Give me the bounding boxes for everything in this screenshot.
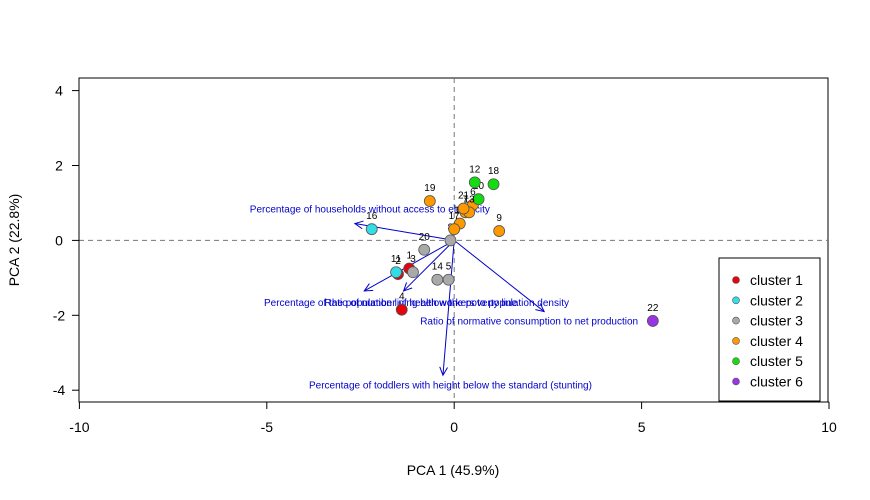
point-label: 20 bbox=[419, 232, 431, 243]
loading-arrowhead bbox=[535, 303, 546, 313]
loading-arrow bbox=[442, 240, 455, 376]
y-tick-label: 2 bbox=[55, 158, 63, 174]
x-tick-label: 5 bbox=[638, 419, 646, 435]
point-label: 18 bbox=[488, 166, 500, 177]
loading-label: Ratio of number of health workers to pop… bbox=[324, 298, 569, 309]
legend-label: cluster 5 bbox=[750, 353, 803, 369]
legend-marker bbox=[732, 296, 740, 305]
data-point bbox=[395, 303, 408, 316]
data-points: 12345678910111213141516171819202122 bbox=[365, 164, 659, 327]
x-tick-label: 10 bbox=[821, 419, 837, 435]
point-label: 3 bbox=[410, 254, 416, 265]
legend-marker bbox=[732, 337, 740, 345]
data-point bbox=[457, 202, 470, 215]
point-label: 6 bbox=[470, 187, 476, 198]
legend-marker bbox=[732, 377, 740, 386]
legend-label: cluster 1 bbox=[750, 272, 803, 288]
x-tick-label: 0 bbox=[450, 419, 458, 435]
point-label: 22 bbox=[647, 303, 659, 314]
y-tick-label: 0 bbox=[55, 232, 63, 248]
loading-arrow bbox=[453, 240, 545, 312]
legend-marker bbox=[732, 316, 740, 325]
data-point bbox=[431, 273, 444, 286]
point-label: 7 bbox=[463, 194, 469, 205]
loading-label: Percentage of households without access … bbox=[250, 204, 490, 215]
data-point bbox=[407, 266, 419, 279]
point-label: 11 bbox=[391, 254, 402, 265]
loading-label: Ratio of normative consumption to net pr… bbox=[420, 317, 638, 328]
legend-marker bbox=[732, 357, 740, 366]
point-label: 1 bbox=[406, 250, 412, 261]
point-label: 12 bbox=[469, 164, 481, 175]
data-point bbox=[468, 176, 481, 189]
y-axis: -4 -2 0 2 4 bbox=[53, 83, 80, 398]
legend-label: cluster 4 bbox=[750, 333, 803, 349]
y-axis-title: PCA 2 (22.8%) bbox=[6, 194, 22, 287]
legend-marker bbox=[732, 276, 740, 284]
legend-label: cluster 2 bbox=[750, 292, 803, 308]
data-point bbox=[493, 225, 506, 237]
loading-label: Percentage of toddlers with height below… bbox=[309, 380, 592, 391]
point-label: 4 bbox=[399, 292, 405, 303]
data-point bbox=[423, 195, 436, 207]
x-axis-title: PCA 1 (45.9%) bbox=[407, 462, 500, 478]
point-label: 14 bbox=[432, 262, 444, 273]
data-point bbox=[444, 234, 457, 247]
point-label: 2 bbox=[395, 256, 401, 267]
point-label: 21 bbox=[458, 191, 470, 202]
y-tick-label: -2 bbox=[53, 307, 66, 323]
x-tick-label: -10 bbox=[69, 419, 89, 435]
point-label: 13 bbox=[464, 194, 476, 205]
point-label: 9 bbox=[496, 213, 502, 224]
loading-arrowhead bbox=[439, 366, 448, 377]
data-point bbox=[448, 223, 461, 236]
loading-arrowhead bbox=[402, 282, 413, 292]
data-point bbox=[390, 266, 403, 279]
data-point bbox=[487, 178, 500, 191]
legend: cluster 1 cluster 2 cluster 3 cluster 4 clus… bbox=[718, 257, 821, 402]
loading-arrowhead bbox=[363, 283, 374, 292]
data-point bbox=[418, 243, 431, 256]
y-tick-label: 4 bbox=[55, 83, 63, 99]
point-label: 17 bbox=[449, 211, 461, 222]
loading-arrows: Percentage of households without access … bbox=[250, 204, 638, 391]
loading-arrow bbox=[403, 240, 455, 292]
loading-label: Percentage of the population living belo… bbox=[264, 298, 517, 309]
data-point bbox=[365, 223, 378, 236]
y-tick-label: -4 bbox=[53, 382, 66, 398]
legend-label: cluster 6 bbox=[750, 374, 803, 390]
point-label: 19 bbox=[424, 183, 436, 194]
x-axis: -10 -5 0 5 10 bbox=[69, 401, 837, 435]
legend-label: cluster 3 bbox=[750, 313, 803, 329]
point-label: 16 bbox=[366, 211, 378, 222]
point-label: 5 bbox=[446, 262, 452, 273]
data-point bbox=[646, 315, 659, 327]
data-point bbox=[442, 273, 455, 286]
x-tick-label: -5 bbox=[261, 419, 274, 435]
loading-arrowhead bbox=[353, 220, 364, 230]
data-point bbox=[472, 193, 485, 206]
